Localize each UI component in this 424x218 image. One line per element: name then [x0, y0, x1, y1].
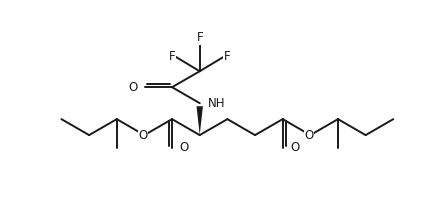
Text: F: F — [196, 31, 203, 44]
Text: F: F — [169, 50, 176, 63]
Text: O: O — [128, 81, 137, 94]
Text: O: O — [290, 141, 299, 154]
Text: O: O — [304, 129, 314, 142]
Text: O: O — [179, 141, 189, 154]
Text: F: F — [224, 50, 230, 63]
Text: NH: NH — [208, 97, 225, 110]
Text: O: O — [139, 129, 148, 142]
Polygon shape — [197, 106, 203, 135]
